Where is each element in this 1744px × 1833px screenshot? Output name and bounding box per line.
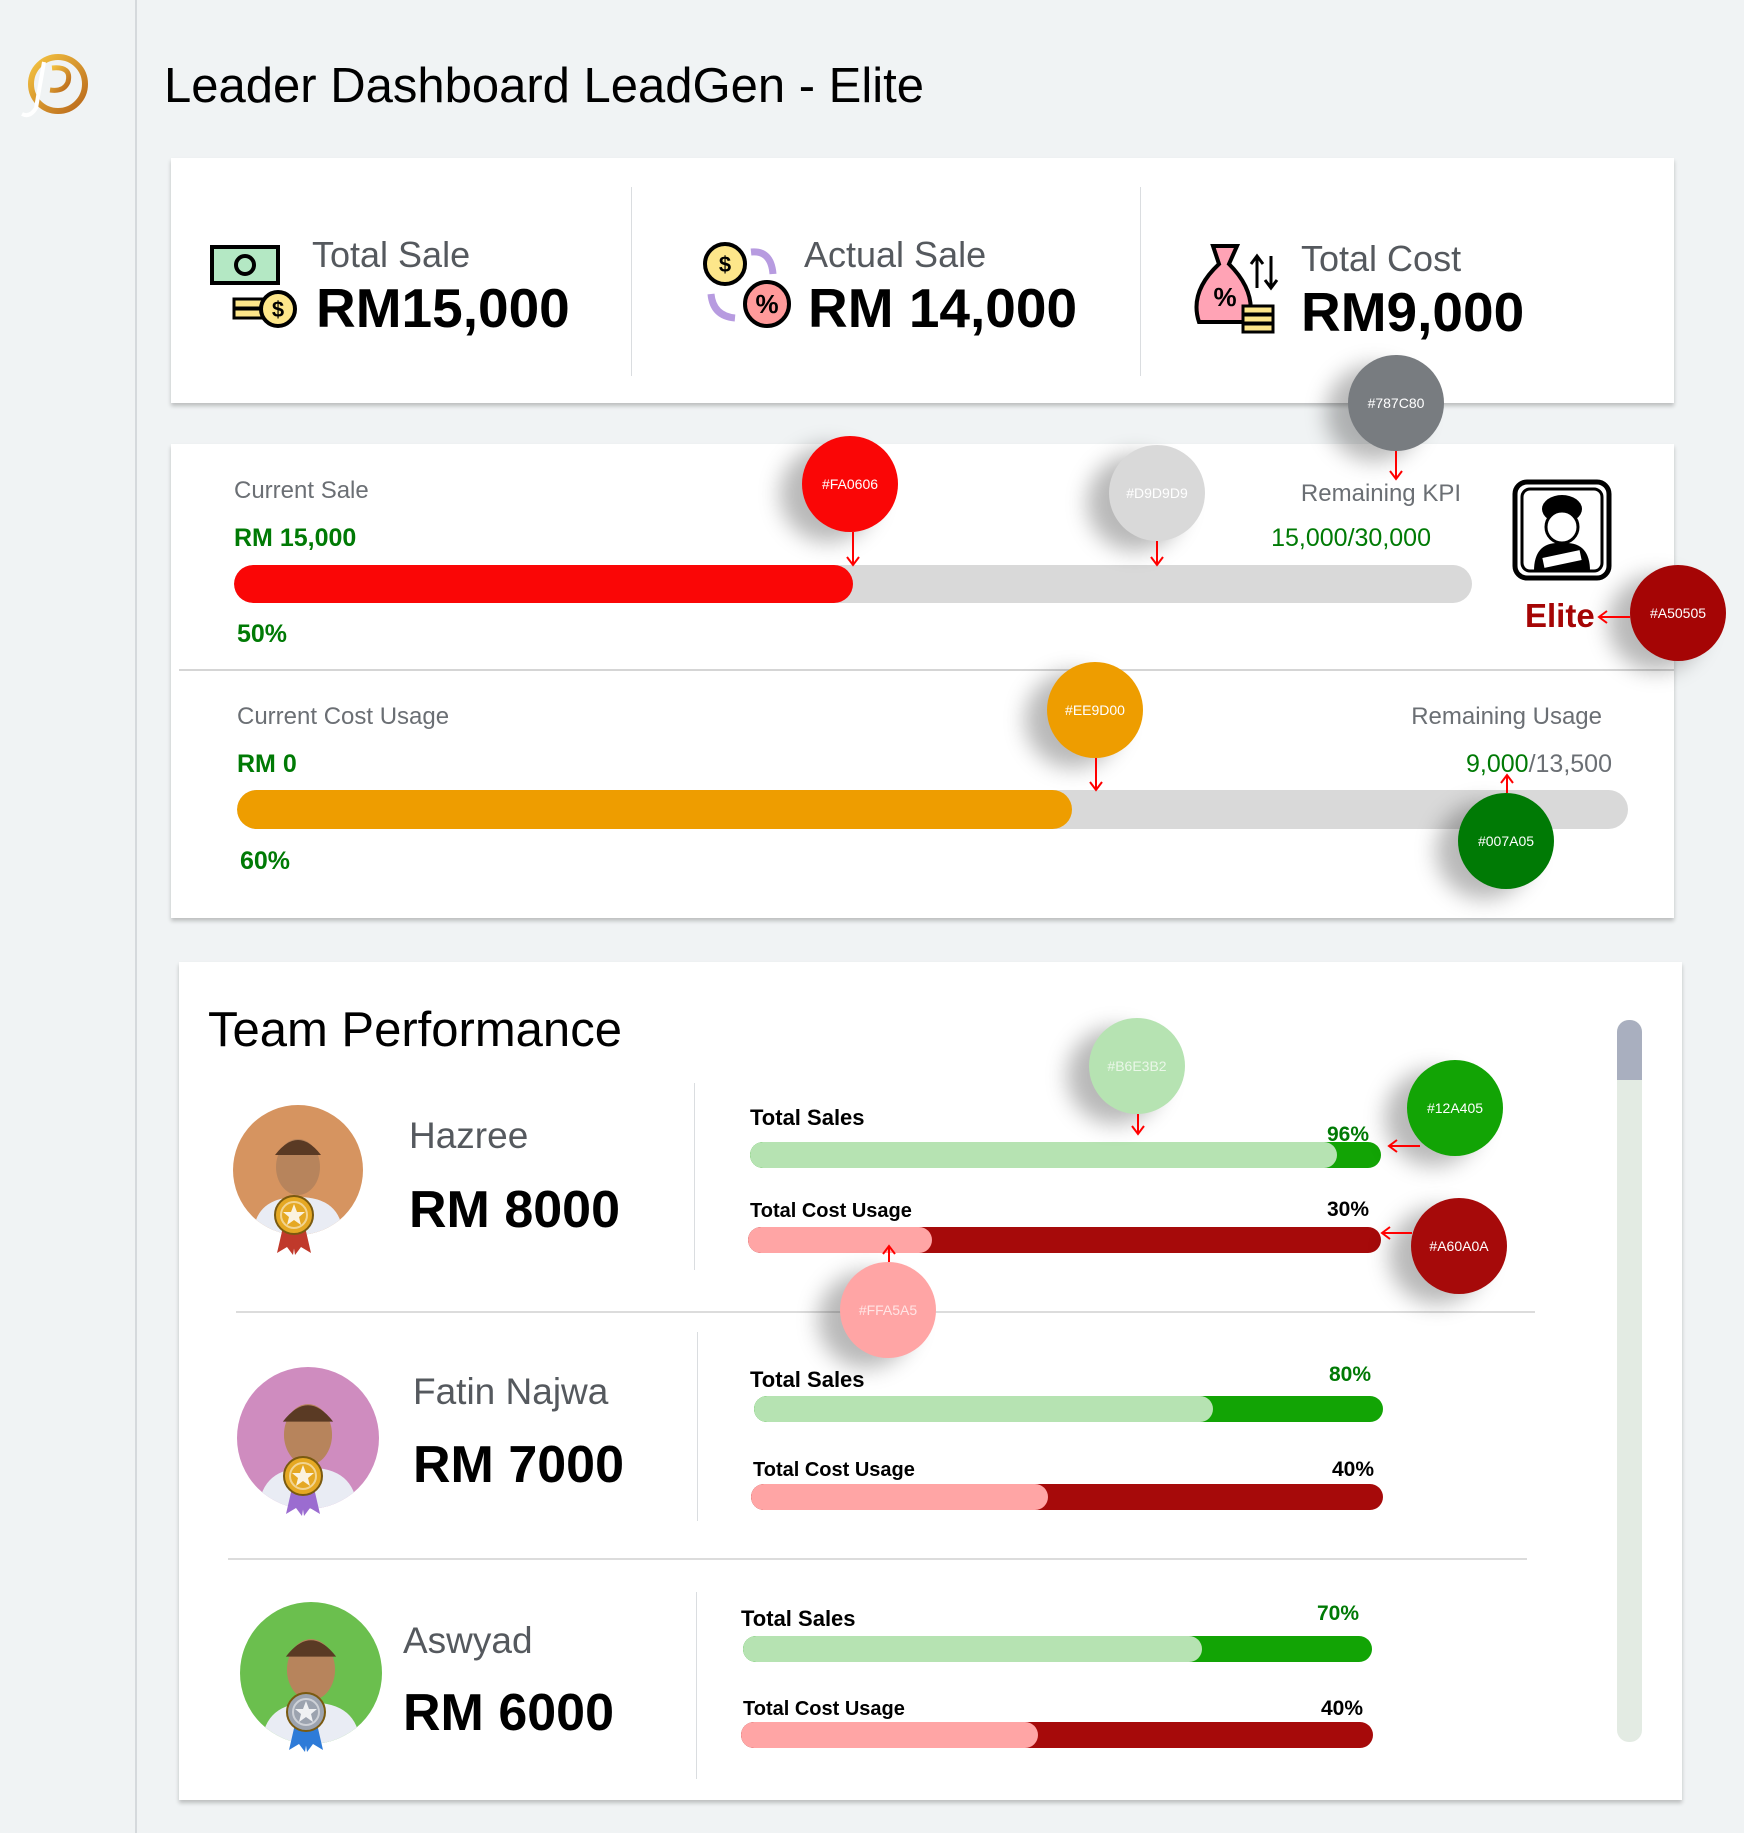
remaining-kpi-label: Remaining KPI (1300, 480, 1461, 507)
remaining-usage-label: Remaining Usage (1411, 703, 1602, 730)
total-sales-label: Total Sales (750, 1367, 865, 1392)
cost-percent: 60% (240, 847, 291, 875)
team-member-row: Fatin Najwa RM 7000 Total Sales 80% Tota… (179, 1332, 1682, 1567)
current-sale-label: Current Sale (234, 477, 369, 504)
cost-bar-fill (741, 1722, 1039, 1748)
member-name: Hazree (409, 1115, 529, 1156)
row-divider (228, 1558, 1527, 1560)
total-sale-value: RM15,000 (316, 277, 570, 339)
cost-bar-fill (748, 1227, 932, 1253)
total-cost-usage-label: Total Cost Usage (750, 1200, 912, 1222)
color-annotation: #A50505 (1630, 565, 1726, 661)
sales-bar (754, 1396, 1383, 1422)
page-title: Leader Dashboard LeadGen - Elite (164, 59, 925, 113)
medal-icon (274, 1195, 314, 1255)
scrollbar-thumb[interactable] (1617, 1020, 1642, 1080)
divider (631, 187, 632, 376)
team-title: Team Performance (208, 1003, 622, 1057)
usage-target: /13,500 (1528, 750, 1612, 778)
sales-percent: 96% (1326, 1123, 1369, 1146)
svg-text:$: $ (719, 252, 731, 277)
jp-gold-logo-icon[interactable] (14, 48, 94, 120)
divider (696, 1592, 697, 1779)
kpi-card: Current Sale RM 15,000 Remaining KPI 15,… (171, 444, 1674, 918)
team-performance-card: Team Performance Hazree RM 8000 Total Sa… (179, 962, 1682, 1800)
sales-bar-fill (754, 1396, 1214, 1422)
actual-sale-label: Actual Sale (804, 234, 987, 275)
sales-bar (743, 1636, 1372, 1662)
total-cost-usage-label: Total Cost Usage (743, 1698, 905, 1720)
cost-percent: 40% (1320, 1697, 1363, 1720)
cash-coins-icon: $ (210, 245, 297, 328)
current-sale-value: RM 15,000 (234, 524, 357, 552)
current-cost-label: Current Cost Usage (237, 703, 450, 730)
current-cost-value: RM 0 (237, 750, 297, 778)
svg-text:%: % (1213, 282, 1236, 312)
cost-bar-fill (751, 1484, 1049, 1510)
svg-text:%: % (755, 289, 778, 319)
sidebar (0, 0, 137, 1833)
stats-card: $ Total Sale RM15,000 $ % Actual Sale RM… (171, 158, 1674, 403)
divider (179, 669, 1674, 671)
total-cost-value: RM9,000 (1301, 281, 1525, 343)
svg-text:$: $ (272, 297, 284, 322)
total-sale-label: Total Sale (312, 234, 471, 275)
color-annotation: #12A405 (1407, 1060, 1503, 1156)
divider (694, 1083, 695, 1270)
team-member-row: Aswyad RM 6000 Total Sales 70% Total Cos… (179, 1592, 1682, 1802)
medal-icon (286, 1692, 326, 1752)
cost-bar (748, 1227, 1381, 1253)
member-name: Fatin Najwa (413, 1371, 609, 1412)
remaining-usage-value: 9,000/13,500 (1466, 750, 1612, 779)
color-annotation: #A60A0A (1411, 1198, 1507, 1294)
color-annotation: #FA0606 (802, 436, 898, 532)
cost-percent: 30% (1326, 1198, 1369, 1221)
remaining-kpi-value: 15,000/30,000 (1271, 524, 1431, 553)
member-amount: RM 7000 (413, 1436, 624, 1494)
exchange-percent-icon: $ % (703, 242, 791, 328)
color-annotation: #787C80 (1348, 355, 1444, 451)
member-amount: RM 8000 (409, 1181, 620, 1239)
cost-bar (751, 1484, 1383, 1510)
sale-percent: 50% (237, 620, 288, 648)
kpi-target: /30,000 (1347, 524, 1431, 552)
cost-bar (741, 1722, 1373, 1748)
total-cost-usage-label: Total Cost Usage (753, 1459, 915, 1481)
actual-sale-value: RM 14,000 (808, 277, 1078, 339)
total-sales-label: Total Sales (741, 1606, 856, 1631)
usage-progress: 9,000 (1466, 750, 1529, 778)
tier-label: Elite (1525, 597, 1595, 634)
color-annotation: #B6E3B2 (1089, 1018, 1185, 1114)
money-bag-percent-icon: % (1194, 244, 1279, 334)
mascot-badge-icon (1512, 479, 1612, 581)
medal-icon (283, 1456, 323, 1516)
sale-progress-fill (234, 565, 853, 603)
color-annotation: #EE9D00 (1047, 662, 1143, 758)
person-avatar-icon (237, 1367, 379, 1509)
total-sales-label: Total Sales (750, 1105, 865, 1130)
cost-progress-fill (237, 790, 1072, 829)
scrollbar[interactable] (1617, 1020, 1642, 1742)
kpi-progress: 15,000 (1271, 524, 1348, 552)
sales-percent: 80% (1328, 1363, 1371, 1386)
total-cost-label: Total Cost (1301, 238, 1462, 279)
cost-percent: 40% (1331, 1458, 1374, 1481)
cost-progress-bar (237, 790, 1628, 829)
member-name: Aswyad (403, 1620, 533, 1661)
color-annotation: #007A05 (1458, 793, 1554, 889)
avatar (237, 1367, 379, 1509)
sale-progress-bar (234, 565, 1472, 603)
color-annotation: #FFA5A5 (840, 1262, 936, 1358)
sales-bar-fill (750, 1142, 1337, 1168)
color-annotation: #D9D9D9 (1109, 445, 1205, 541)
sales-bar (750, 1142, 1381, 1168)
member-amount: RM 6000 (403, 1684, 614, 1742)
sales-percent: 70% (1316, 1602, 1359, 1625)
team-member-row: Hazree RM 8000 Total Sales 96% Total Cos… (179, 1083, 1682, 1305)
divider (697, 1332, 698, 1521)
divider (1140, 187, 1141, 376)
sales-bar-fill (743, 1636, 1203, 1662)
